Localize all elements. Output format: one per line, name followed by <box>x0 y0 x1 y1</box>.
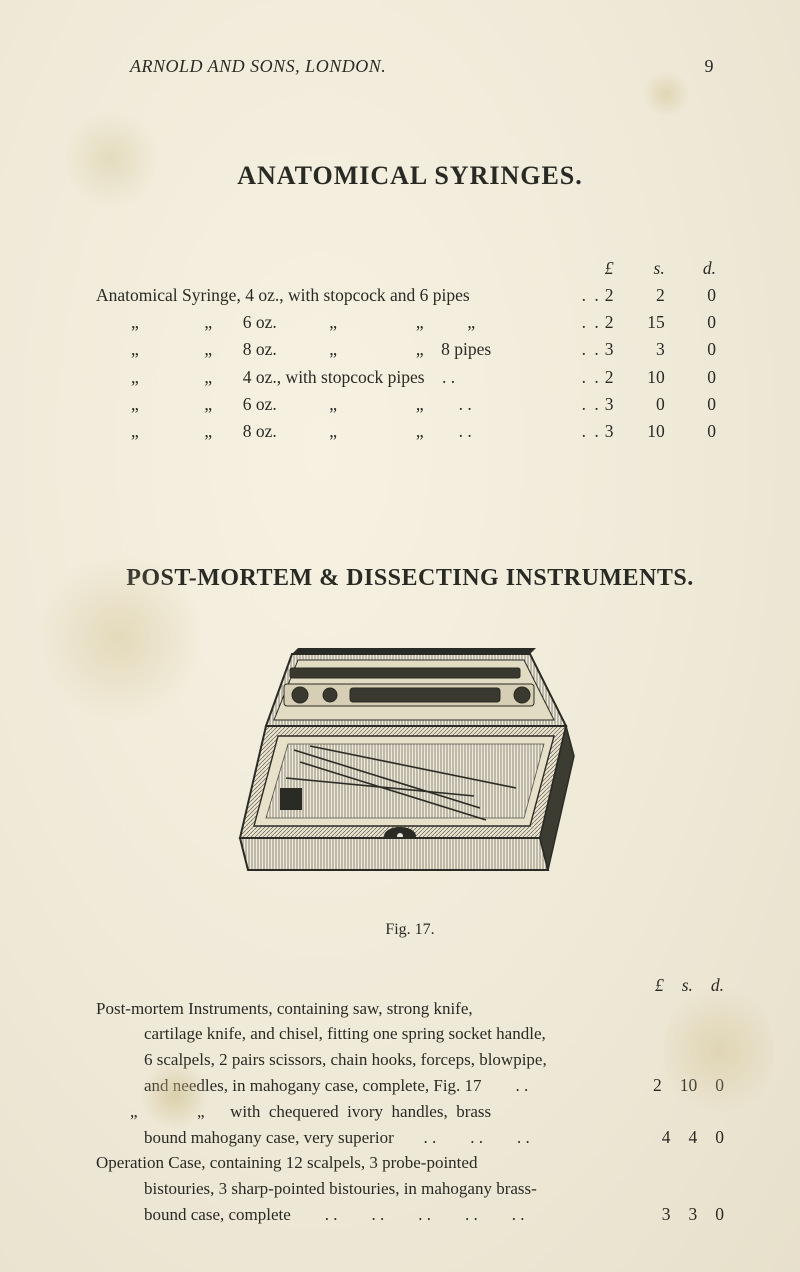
price-pounds: 4 <box>662 1124 671 1150</box>
figure-caption: Fig. 17. <box>96 921 724 939</box>
section-title-syringes: ANATOMICAL SYRINGES. <box>96 161 724 191</box>
price-shillings: 10 <box>621 364 672 391</box>
entry-line: „ „ with chequered ivory handles, brass <box>96 1099 724 1125</box>
entry-text: bound mahogany case, very superior . . .… <box>144 1125 614 1151</box>
price-pence: 0 <box>673 391 724 418</box>
entry-line: Post-mortem Instruments, containing saw,… <box>96 996 724 1022</box>
running-head-text: ARNOLD AND SONS, LONDON. <box>130 56 386 77</box>
price-pounds: 3 <box>570 336 621 363</box>
item-description: „ „ 8 oz. „ „ 8 pipes <box>96 336 570 363</box>
price-pence: 0 <box>673 418 724 445</box>
item-description: „ „ 6 oz. „ „ . . <box>96 391 570 418</box>
entry-line: 6 scalpels, 2 pairs scissors, chain hook… <box>96 1047 724 1073</box>
entry-text: bound case, complete . . . . . . . . . . <box>144 1202 614 1228</box>
catalogue-entry: Operation Case, containing 12 scalpels, … <box>96 1150 724 1227</box>
price-shillings: 15 <box>621 309 672 336</box>
catalogue-entry: „ „ with chequered ivory handles, brassb… <box>96 1099 724 1151</box>
price-shillings: 4 <box>689 1124 698 1150</box>
price-shillings: 3 <box>621 336 672 363</box>
entry-text: „ „ with chequered ivory handles, brass <box>96 1099 724 1125</box>
price-shillings: 0 <box>621 391 672 418</box>
entry-text: Post-mortem Instruments, containing saw,… <box>96 996 724 1022</box>
price-pence: 0 <box>715 1201 724 1227</box>
price-pence: 0 <box>715 1072 724 1098</box>
table-row: „ „ 6 oz. „ „ . .300 <box>96 391 724 418</box>
entry-line: bound case, complete . . . . . . . . . .… <box>96 1201 724 1227</box>
price-pence: 0 <box>673 282 724 309</box>
col-head-pounds-2: £ <box>655 975 664 996</box>
price-pounds: 3 <box>662 1201 671 1227</box>
price-pounds: 2 <box>570 364 621 391</box>
price-block-postmortem: £ s. d. Post-mortem Instruments, contain… <box>96 975 724 1228</box>
table-row: Anatomical Syringe, 4 oz., with stopcock… <box>96 282 724 309</box>
figure-17-svg <box>230 638 590 906</box>
col-head-shillings-2: s. <box>682 975 693 996</box>
entry-line: and needles, in mahogany case, complete,… <box>96 1072 724 1098</box>
entry-price: 330 <box>614 1201 724 1227</box>
item-description: „ „ 8 oz. „ „ . . <box>96 418 570 445</box>
entry-text: 6 scalpels, 2 pairs scissors, chain hook… <box>144 1047 724 1073</box>
price-pence: 0 <box>673 336 724 363</box>
section-title-postmortem: POST-MORTEM & DISSECTING INSTRUMENTS. <box>96 565 724 592</box>
table-row: „ „ 8 oz. „ „ 8 pipes330 <box>96 336 724 363</box>
col-head-pence: d. <box>673 255 724 282</box>
price-pounds: 2 <box>570 282 621 309</box>
entry-line: bound mahogany case, very superior . . .… <box>96 1124 724 1150</box>
col-head-pence-2: d. <box>711 975 724 996</box>
entry-price: 2 10 0 <box>614 1072 724 1098</box>
page: ARNOLD AND SONS, LONDON. 9 ANATOMICAL SY… <box>0 0 800 1272</box>
entry-text: bistouries, 3 sharp-pointed bistouries, … <box>144 1176 724 1202</box>
table-row: „ „ 6 oz. „ „ „2150 <box>96 309 724 336</box>
figure-17: Fig. 17. <box>96 638 724 939</box>
entry-price: 440 <box>614 1124 724 1150</box>
currency-header-row: £ s. d. <box>96 255 724 282</box>
item-description: „ „ 4 oz., with stopcock pipes . . <box>96 364 570 391</box>
price-shillings: 3 <box>689 1201 698 1227</box>
catalogue-entry: Post-mortem Instruments, containing saw,… <box>96 996 724 1099</box>
entry-text: cartilage knife, and chisel, fitting one… <box>144 1021 724 1047</box>
page-number: 9 <box>705 56 715 77</box>
table-row: „ „ 8 oz. „ „ . .3100 <box>96 418 724 445</box>
price-pounds: 2 <box>570 309 621 336</box>
price-shillings: 2 <box>621 282 672 309</box>
item-description: „ „ 6 oz. „ „ „ <box>96 309 570 336</box>
price-pence: 0 <box>715 1124 724 1150</box>
col-head-pounds: £ <box>570 255 621 282</box>
price-pounds: 3 <box>570 418 621 445</box>
running-head: ARNOLD AND SONS, LONDON. 9 <box>130 56 714 77</box>
entry-text: Operation Case, containing 12 scalpels, … <box>96 1150 724 1176</box>
price-table-syringes: £ s. d. Anatomical Syringe, 4 oz., with … <box>96 255 724 445</box>
price-pounds: 3 <box>570 391 621 418</box>
price-shillings: 10 <box>621 418 672 445</box>
item-description: Anatomical Syringe, 4 oz., with stopcock… <box>96 282 570 309</box>
col-head-shillings: s. <box>621 255 672 282</box>
entry-line: bistouries, 3 sharp-pointed bistouries, … <box>96 1176 724 1202</box>
entry-line: Operation Case, containing 12 scalpels, … <box>96 1150 724 1176</box>
table-row: „ „ 4 oz., with stopcock pipes . .2100 <box>96 364 724 391</box>
entry-text: and needles, in mahogany case, complete,… <box>144 1073 614 1099</box>
price-pence: 0 <box>673 364 724 391</box>
price-shillings: 10 <box>680 1072 698 1098</box>
entry-line: cartilage knife, and chisel, fitting one… <box>96 1021 724 1047</box>
price-pounds: 2 <box>653 1072 662 1098</box>
price-pence: 0 <box>673 309 724 336</box>
